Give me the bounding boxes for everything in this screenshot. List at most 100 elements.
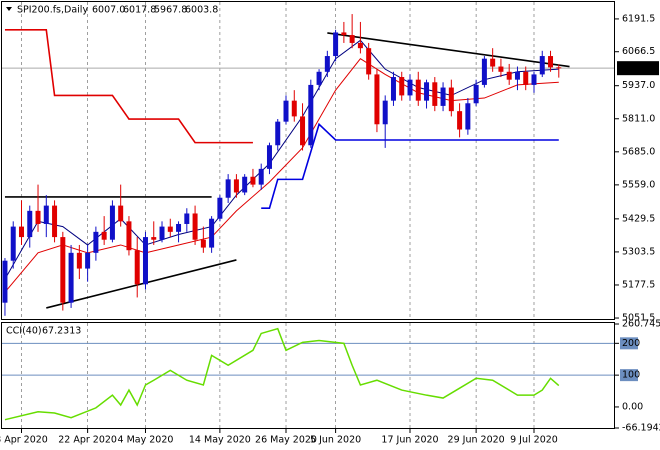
candle-body <box>10 226 16 261</box>
candle-body <box>134 250 140 285</box>
x-tick-label: 9 Jul 2020 <box>510 435 558 446</box>
y-tick-label: 5937.0 <box>622 80 655 91</box>
ohlc-close: 6003.8 <box>185 5 218 16</box>
candle-body <box>126 221 132 251</box>
cci-line <box>4 327 560 421</box>
candle-body <box>142 237 148 285</box>
candle-body <box>498 66 504 72</box>
candle-body <box>473 84 479 104</box>
price-tag <box>617 61 659 76</box>
candle-body <box>382 100 388 125</box>
candle-body <box>308 84 314 146</box>
candle-body <box>399 77 405 96</box>
candle-body <box>2 260 8 303</box>
candle-body <box>324 56 330 72</box>
main-pane-frame <box>1 1 615 320</box>
candle-body <box>357 42 363 49</box>
x-tick-label: 17 Jun 2020 <box>381 435 438 446</box>
x-tick-label: 4 May 2020 <box>118 435 174 446</box>
level-tag <box>620 369 638 382</box>
indicator-line <box>327 32 570 68</box>
candle-body <box>217 197 223 219</box>
candle-body <box>176 223 182 232</box>
y-tick-label: 260.745 <box>622 319 660 330</box>
candle-body <box>481 58 487 85</box>
candle-body <box>159 226 165 240</box>
ohlc-open: 6007.0 <box>92 5 125 16</box>
candle-body <box>457 111 463 130</box>
y-tick-label: 6191.5 <box>622 13 655 24</box>
candle-body <box>349 35 355 43</box>
x-tick-label: 29 Jun 2020 <box>448 435 505 446</box>
candle-body <box>366 48 372 75</box>
price-tag-label: 6003.8 <box>621 63 654 74</box>
candle-body <box>52 205 58 238</box>
candle-body <box>523 71 529 85</box>
candle-body <box>225 179 231 198</box>
y-tick-label: 5811.0 <box>622 113 655 124</box>
candle-body <box>18 226 24 238</box>
candle-body <box>316 71 322 85</box>
candle-body <box>291 100 297 117</box>
candle-body <box>407 79 413 96</box>
candle-body <box>415 79 421 101</box>
candle-body <box>333 32 339 57</box>
menu-arrow <box>6 7 12 11</box>
candle-body <box>556 67 562 69</box>
candle-body <box>390 77 396 101</box>
candle-body <box>209 218 215 248</box>
candle-body <box>151 237 157 240</box>
candle-body <box>300 116 306 146</box>
candle-body <box>506 71 512 80</box>
indicator-line <box>46 259 237 309</box>
x-tick-label: 5 Jun 2020 <box>310 435 361 446</box>
indicator-value: 67.2313 <box>42 326 81 337</box>
y-tick-label: 200 <box>622 338 640 349</box>
candle-body <box>266 145 272 169</box>
candle-body <box>374 74 380 125</box>
indicator-line <box>261 122 559 210</box>
ohlc-high: 6017.8 <box>123 5 156 16</box>
candle-body <box>60 237 66 303</box>
candle-body <box>233 179 239 193</box>
y-tick-label: 5303.5 <box>622 246 655 257</box>
candle-body <box>200 239 206 248</box>
x-tick-label: 14 May 2020 <box>189 435 251 446</box>
y-tick-label: 0.00 <box>622 401 643 412</box>
candle-body <box>118 205 124 222</box>
candle-body <box>184 213 190 224</box>
y-tick-label: 100 <box>622 370 640 381</box>
candle-body <box>283 100 289 122</box>
candle-body <box>192 213 198 240</box>
y-tick-label: 5051.5 <box>622 313 655 324</box>
candle-body <box>531 74 537 85</box>
candle-body <box>27 210 33 238</box>
candle-body <box>68 252 74 303</box>
candle-body <box>85 252 91 269</box>
y-tick-label: 6066.5 <box>622 46 655 57</box>
candle-body <box>43 205 49 224</box>
candle-body <box>440 87 446 106</box>
y-tick-label: 5559.0 <box>622 179 655 190</box>
candle-body <box>465 103 471 130</box>
candle-body <box>35 210 41 224</box>
candle-body <box>250 176 256 185</box>
x-tick-label: 26 May 2020 <box>255 435 317 446</box>
ohlc-low: 5967.8 <box>154 5 187 16</box>
candle-body <box>539 56 545 75</box>
candle-body <box>101 231 107 240</box>
indicator-line <box>4 29 253 144</box>
candle-body <box>548 56 554 68</box>
candle-body <box>258 168 264 185</box>
candle-body <box>514 71 520 80</box>
candle-body <box>93 231 99 253</box>
candle-body <box>341 32 347 36</box>
candle-body <box>275 121 281 146</box>
candle-body <box>76 252 82 269</box>
y-tick-label: 5429.5 <box>622 213 655 224</box>
candle-body <box>167 226 173 232</box>
indicator-pane-frame <box>1 322 615 429</box>
y-tick-label: 5685.0 <box>622 146 655 157</box>
y-tick-label: -66.1942 <box>622 423 660 434</box>
